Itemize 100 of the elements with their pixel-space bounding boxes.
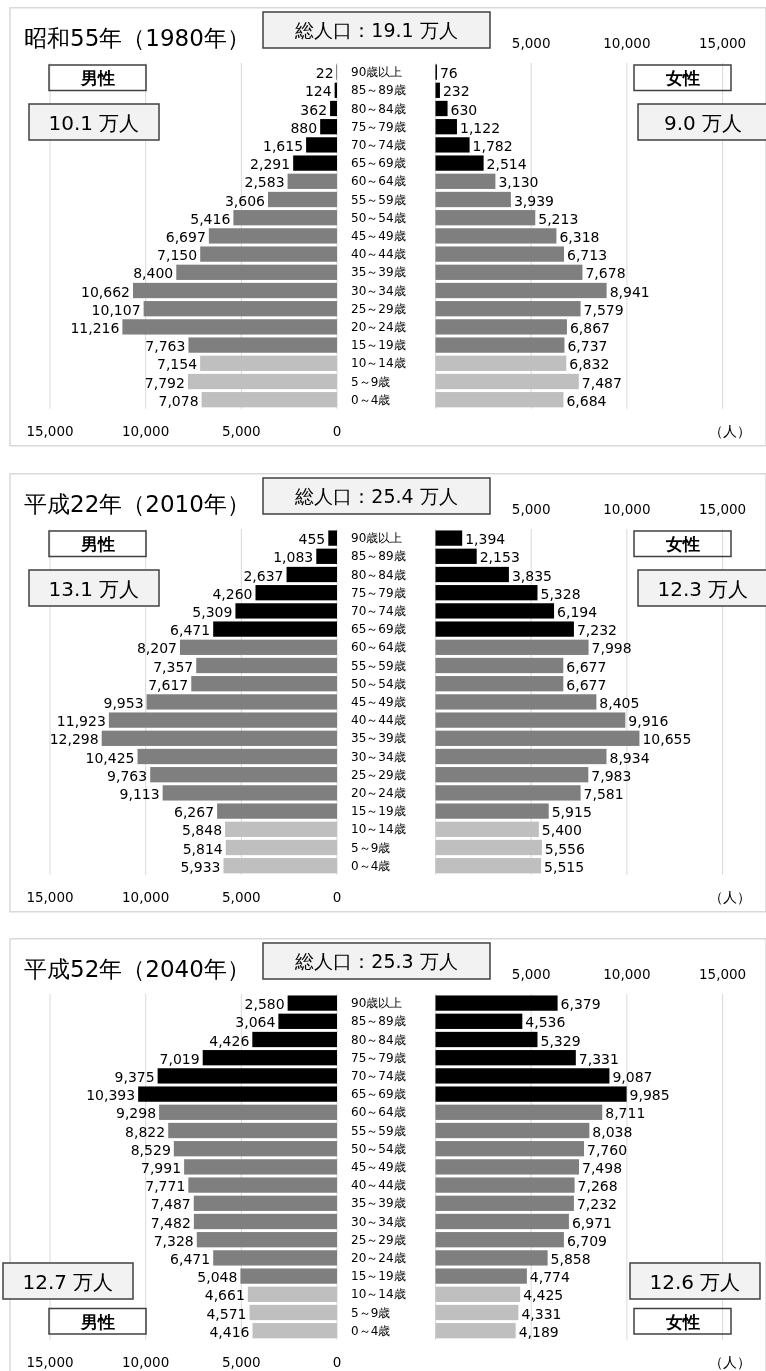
bar [435, 675, 564, 691]
data-label: 7,154 [157, 356, 198, 373]
bar [223, 857, 337, 873]
data-label: 8,941 [609, 283, 650, 300]
data-label: 9,113 [119, 785, 160, 802]
bar [252, 1031, 337, 1048]
bar [435, 693, 597, 710]
y-tick-label: 75～79歳 [351, 1050, 406, 1065]
y-tick-label: 5～9歳 [351, 374, 391, 389]
bar [133, 282, 337, 299]
bar [278, 1013, 337, 1029]
data-label: 6,194 [557, 603, 598, 620]
chart-title: 平成22年（2010年） [24, 490, 250, 517]
bar [225, 821, 337, 837]
y-tick-label: 65～69歳 [351, 1087, 406, 1102]
bar [137, 748, 337, 764]
data-label: 10,655 [642, 730, 692, 747]
text: 総人口：25.4 万人 [294, 484, 458, 507]
y-tick-label: 40～44歳 [351, 247, 406, 262]
bar [108, 711, 337, 728]
bar [435, 228, 557, 244]
text: 女性 [664, 533, 700, 554]
y-tick-label: 60～64歳 [351, 639, 406, 654]
bar [168, 1122, 337, 1139]
y-tick-label: 70～74歳 [351, 1068, 406, 1083]
data-label: 7,232 [576, 1196, 618, 1213]
bar [255, 584, 337, 600]
data-label: 1,083 [273, 548, 314, 565]
x-tick-label: 15,000 [26, 1354, 74, 1370]
bar [249, 1304, 337, 1321]
data-label: 7,792 [144, 374, 185, 391]
data-label: 7,991 [141, 1159, 182, 1176]
x-axis-title: （人） [709, 888, 751, 905]
data-label: 8,207 [136, 639, 177, 656]
bar [143, 301, 337, 317]
data-label: 5,048 [197, 1269, 238, 1286]
data-label: 5,416 [190, 210, 231, 227]
data-label: 12,298 [49, 730, 99, 747]
data-label: 7,581 [583, 785, 624, 802]
bar [287, 995, 337, 1011]
x-tick-label: 10,000 [122, 423, 170, 439]
x-tick-label: 15,000 [698, 966, 747, 982]
data-label: 2,637 [243, 567, 284, 583]
bar [435, 1013, 523, 1029]
bar [435, 1159, 580, 1175]
bar [435, 620, 574, 637]
data-label: 2,583 [244, 174, 285, 191]
bar [435, 821, 539, 837]
y-tick-label: 20～24歳 [351, 1250, 406, 1265]
bar [435, 1286, 521, 1302]
bar [233, 210, 337, 226]
y-tick-label: 30～34歳 [351, 283, 406, 298]
bar [435, 373, 579, 390]
x-tick-label: 0 [332, 888, 342, 905]
bar [435, 282, 607, 299]
y-tick-label: 50～54歳 [351, 210, 406, 225]
bar [435, 711, 626, 728]
data-label: 6,971 [571, 1214, 613, 1231]
bar [176, 264, 337, 280]
y-tick-label: 25～29歳 [351, 1232, 406, 1247]
bar [435, 602, 555, 619]
data-label: 5,848 [182, 821, 223, 838]
y-tick-label: 40～44歳 [351, 712, 406, 727]
bar [435, 1050, 576, 1066]
y-tick-label: 0～4歳 [351, 1323, 391, 1338]
data-label: 6,709 [566, 1232, 607, 1249]
data-label: 6,737 [567, 338, 608, 355]
y-tick-label: 55～59歳 [351, 658, 406, 672]
data-label: 4,661 [204, 1287, 245, 1304]
bar [184, 1159, 337, 1175]
annotation: 9.0 万人 [663, 110, 743, 135]
data-label: 6,684 [566, 392, 607, 409]
x-tick-label: 10,000 [122, 888, 170, 905]
y-tick-label: 85～89歳 [351, 1014, 406, 1029]
data-label: 232 [442, 83, 470, 100]
data-label: 5,329 [540, 1032, 581, 1049]
data-label: 10,662 [81, 283, 130, 300]
data-label: 4,416 [209, 1323, 250, 1340]
y-tick-label: 30～34歳 [351, 749, 406, 763]
data-label: 7,763 [145, 338, 186, 355]
data-label: 6,832 [569, 356, 610, 373]
y-tick-label: 0～4歳 [351, 392, 391, 407]
bar [217, 802, 337, 819]
data-label: 5,556 [544, 840, 586, 856]
data-label: 7,998 [591, 639, 632, 656]
data-label: 4,189 [518, 1323, 559, 1340]
bar [435, 995, 558, 1011]
data-label: 124 [304, 83, 332, 100]
y-tick-label: 15～19歳 [351, 803, 406, 818]
data-label: 8,529 [130, 1141, 171, 1158]
bar [157, 1068, 337, 1084]
data-label: 6,471 [170, 1250, 211, 1267]
data-label: 22 [315, 65, 334, 82]
bar [193, 1195, 337, 1211]
x-tick-label: 15,000 [26, 423, 74, 439]
x-tick-label: 0 [332, 423, 342, 439]
bar [435, 1141, 585, 1157]
y-tick-label: 50～54歳 [351, 676, 406, 691]
data-label: 6,379 [560, 996, 601, 1013]
y-tick-label: 40～44歳 [351, 1178, 406, 1193]
